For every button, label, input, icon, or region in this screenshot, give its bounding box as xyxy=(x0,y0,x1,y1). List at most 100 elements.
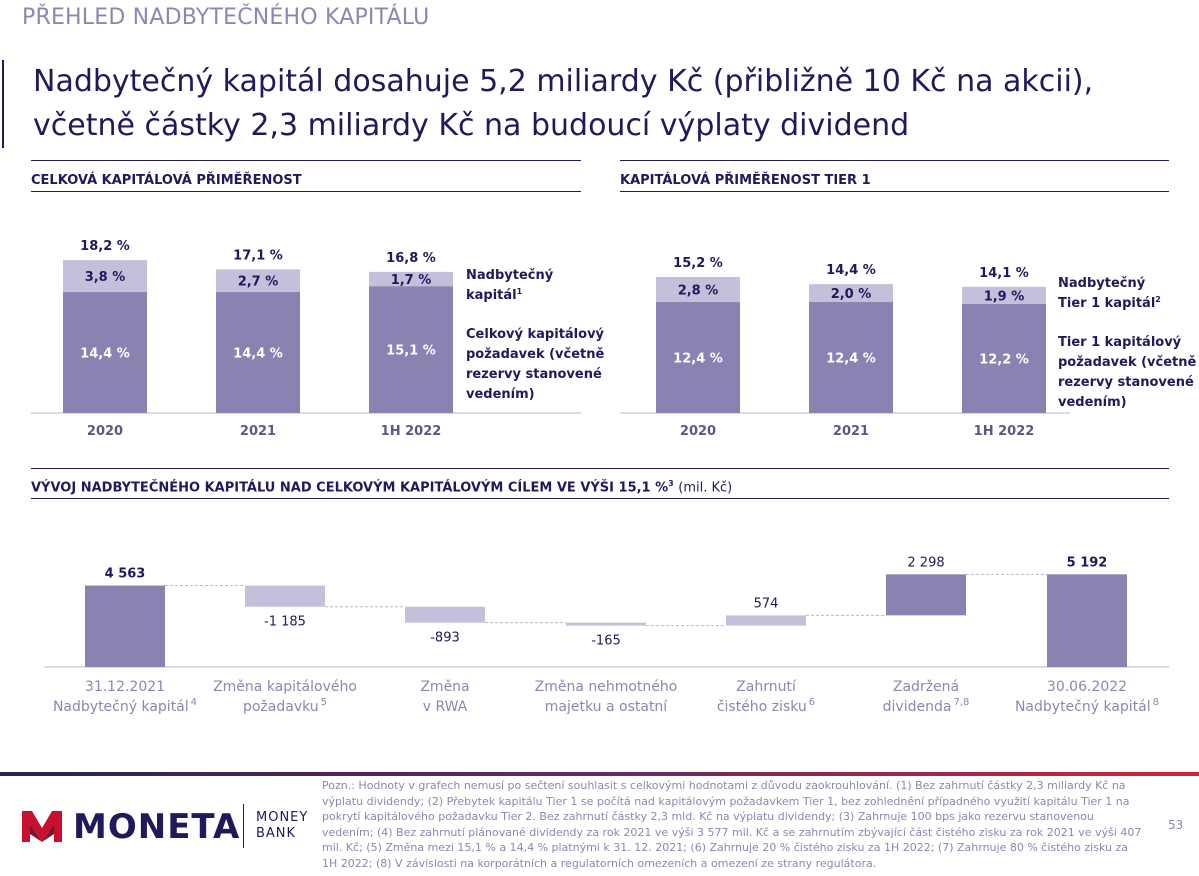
car-bar-surplus xyxy=(63,260,147,293)
waterfall-bar xyxy=(405,606,485,623)
waterfall-value-label: 4 563 xyxy=(105,567,146,582)
car-label-total: 17,1 % xyxy=(233,248,283,263)
tier1-legend-sup: 2 xyxy=(1155,295,1161,304)
tier1-legend-requirement: požadavek (včetně xyxy=(1058,355,1197,370)
tier1-bar-surplus xyxy=(656,276,740,303)
car-bar-surplus xyxy=(216,269,300,293)
tier1-label-surplus: 1,9 % xyxy=(984,289,1025,304)
panel-top-rule-right xyxy=(620,160,1169,161)
car-bar-requirement xyxy=(369,286,453,413)
tier1-legend-surplus: Tier 1 kapitál2 xyxy=(1058,295,1161,311)
headline: Nadbytečný kapitál dosahuje 5,2 miliardy… xyxy=(33,64,1094,143)
tier1-bar-surplus xyxy=(962,286,1046,304)
car-label-surplus: 3,8 % xyxy=(85,270,126,285)
waterfall-value-label: 5 192 xyxy=(1067,555,1108,570)
car-legend-requirement: Celkový kapitálový xyxy=(466,327,605,342)
car-label-requirement: 14,4 % xyxy=(233,347,283,362)
tier1-legend-requirement: Tier 1 kapitálový xyxy=(1058,335,1182,350)
waterfall-value-label: -165 xyxy=(591,634,621,649)
tier1-tick-label: 2021 xyxy=(833,424,869,439)
waterfall-tick-label: Změna xyxy=(420,679,469,695)
waterfall-bar xyxy=(726,615,806,626)
waterfall-bar xyxy=(245,585,325,607)
footnote: Pozn.: Hodnoty v grafech nemusí po sečte… xyxy=(322,779,1142,870)
tier1-label-total: 14,4 % xyxy=(826,263,876,278)
waterfall-tick-label: v RWA xyxy=(423,699,468,715)
waterfall-title-sup: 3 xyxy=(668,479,674,488)
waterfall-value-label: -893 xyxy=(430,631,460,646)
waterfall-title-text: VÝVOJ NADBYTEČNÉHO KAPITÁLU NAD CELKOVÝM… xyxy=(31,480,669,496)
logo-wordmark: MONETA xyxy=(73,807,241,847)
headline-accent-bar xyxy=(2,60,4,148)
waterfall-tick-sup: 7,8 xyxy=(953,697,969,708)
car-legend-sup: 1 xyxy=(517,287,523,296)
waterfall-value-label: 574 xyxy=(754,596,779,611)
tier1-label-total: 15,2 % xyxy=(673,256,723,271)
waterfall-tick-label: Nadbytečný kapitál 4 xyxy=(53,697,197,715)
waterfall-title: VÝVOJ NADBYTEČNÉHO KAPITÁLU NAD CELKOVÝM… xyxy=(31,479,732,495)
tier1-label-surplus: 2,8 % xyxy=(678,283,719,298)
car-legend-requirement: rezervy stanovené xyxy=(466,367,602,382)
tier1-label-requirement: 12,4 % xyxy=(673,352,723,367)
tier1-label-requirement: 12,4 % xyxy=(826,352,876,367)
car-legend-surplus: Nadbytečný xyxy=(466,268,554,283)
car-tick-label: 1H 2022 xyxy=(381,424,442,439)
tier1-bar-requirement xyxy=(809,302,893,413)
waterfall-tick-label: požadavku 5 xyxy=(243,697,327,715)
waterfall-tick-sup: 4 xyxy=(191,697,197,708)
footer-line xyxy=(0,772,1199,776)
waterfall-tick-label: 31.12.2021 xyxy=(85,679,165,695)
waterfall-tick-label: Zadržená xyxy=(893,679,959,695)
tier1-bar-requirement xyxy=(656,302,740,413)
tier1-legend-requirement: rezervy stanovené xyxy=(1058,375,1194,390)
waterfall-bar xyxy=(566,622,646,626)
logo-separator xyxy=(243,804,244,848)
tier1-bar-surplus xyxy=(809,284,893,303)
car-legend-requirement: vedením) xyxy=(466,387,535,402)
waterfall-tick-label: Zahrnutí xyxy=(736,679,797,695)
tier1-label-requirement: 12,2 % xyxy=(979,352,1029,367)
car-legend-surplus: kapitál1 xyxy=(466,287,523,303)
panel-title-rule-right xyxy=(620,191,1169,192)
car-label-total: 16,8 % xyxy=(386,251,436,266)
logo-money: MONEY xyxy=(256,810,309,825)
tier1-title: KAPITÁLOVÁ PŘIMĚŘENOST TIER 1 xyxy=(620,173,871,188)
waterfall-title-rule xyxy=(31,498,1169,499)
car-legend-requirement: požadavek (včetně xyxy=(466,347,605,362)
tier1-label-total: 14,1 % xyxy=(979,266,1029,281)
waterfall-bar xyxy=(886,574,966,616)
waterfall-tick-sup: 6 xyxy=(809,697,815,708)
tier1-tick-label: 1H 2022 xyxy=(974,424,1035,439)
car-tick-label: 2021 xyxy=(240,424,276,439)
logo-bank: BANK xyxy=(256,826,297,841)
waterfall-tick-label: čistého zisku 6 xyxy=(717,697,815,715)
waterfall-bar xyxy=(85,585,165,667)
waterfall-tick-label: Změna kapitálového xyxy=(213,679,357,695)
waterfall-top-rule xyxy=(31,468,1169,469)
car-bar-surplus xyxy=(369,271,453,287)
waterfall-tick-label: dividenda 7,8 xyxy=(883,697,970,715)
total-car-title: CELKOVÁ KAPITÁLOVÁ PŘIMĚŘENOST xyxy=(31,173,302,188)
waterfall-bar xyxy=(1047,574,1127,667)
car-label-requirement: 14,4 % xyxy=(80,347,130,362)
car-bar-requirement xyxy=(216,292,300,413)
tier1-bar-requirement xyxy=(962,303,1046,413)
tier1-legend-requirement: vedením) xyxy=(1058,395,1127,410)
car-label-surplus: 2,7 % xyxy=(238,275,279,290)
tier1-tick-label: 2020 xyxy=(680,424,716,439)
waterfall-tick-label: Nadbytečný kapitál 8 xyxy=(1015,697,1159,715)
waterfall-value-label: -1 185 xyxy=(264,615,306,630)
tier1-label-surplus: 2,0 % xyxy=(831,287,872,302)
section-title: PŘEHLED NADBYTEČNÉHO KAPITÁLU xyxy=(22,5,430,30)
waterfall-tick-label: majetku a ostatní xyxy=(545,699,669,715)
car-label-surplus: 1,7 % xyxy=(391,273,432,288)
waterfall-tick-sup: 8 xyxy=(1153,697,1159,708)
waterfall-value-label: 2 298 xyxy=(907,555,944,570)
car-label-requirement: 15,1 % xyxy=(386,344,436,359)
car-bar-requirement xyxy=(63,292,147,413)
page-number: 53 xyxy=(1168,818,1184,832)
panel-title-rule-left xyxy=(31,191,581,192)
waterfall-unit: (mil. Kč) xyxy=(678,480,733,496)
car-tick-label: 2020 xyxy=(87,424,123,439)
